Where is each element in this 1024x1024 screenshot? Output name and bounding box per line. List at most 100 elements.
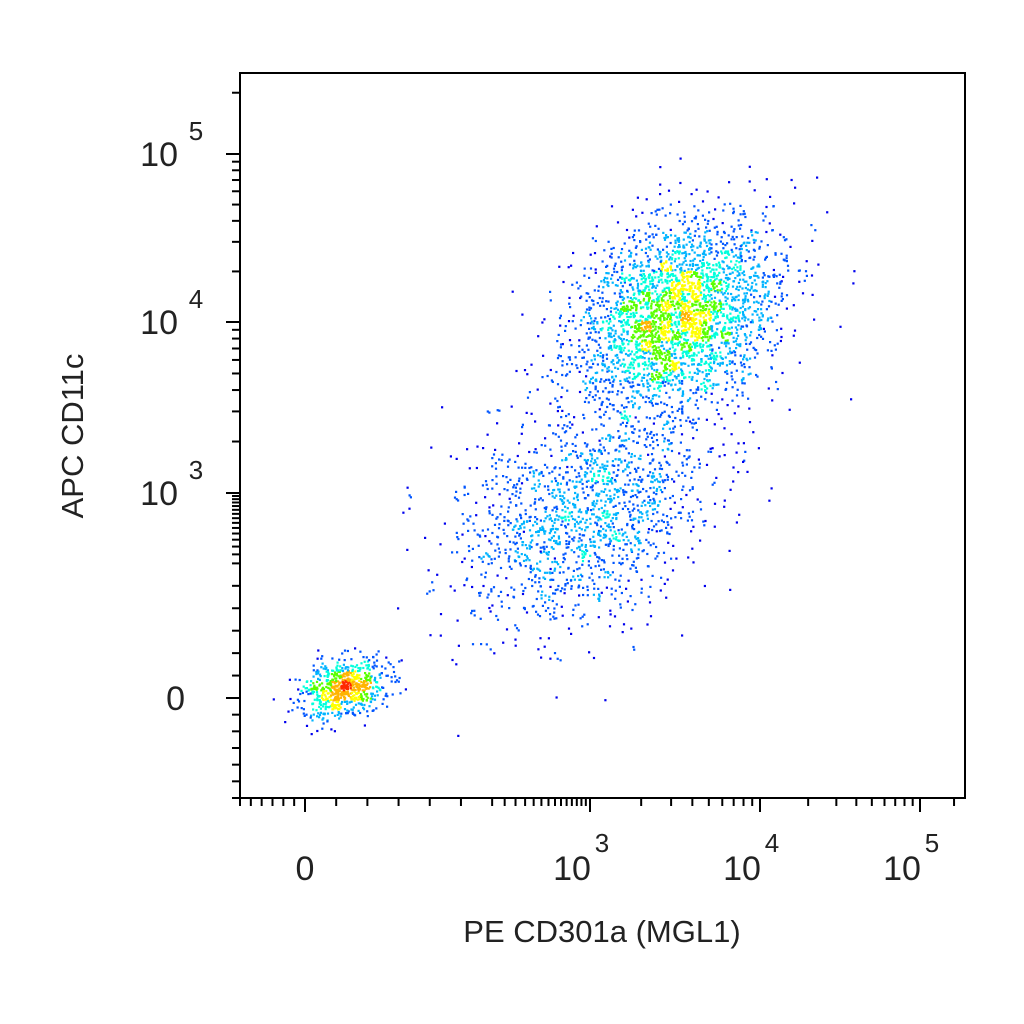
data-point (672, 274, 675, 277)
data-point (674, 274, 677, 277)
data-point (768, 499, 771, 502)
data-point (596, 524, 599, 527)
data-point (609, 529, 612, 532)
data-point (752, 238, 755, 241)
data-point (713, 282, 716, 285)
data-point (702, 520, 705, 523)
data-point (713, 273, 716, 276)
data-point (584, 545, 587, 548)
data-point (654, 557, 657, 560)
data-point (334, 697, 337, 700)
data-point (750, 287, 753, 290)
data-point (495, 614, 498, 618)
data-point (499, 590, 503, 593)
data-point (317, 649, 320, 652)
data-point (726, 264, 729, 267)
data-point (532, 524, 535, 527)
data-point (626, 305, 629, 309)
data-point (478, 592, 481, 595)
data-point (466, 577, 469, 580)
data-point (537, 479, 540, 482)
data-point (680, 287, 683, 290)
data-point (642, 383, 645, 386)
data-point (538, 498, 541, 501)
data-point (603, 365, 607, 368)
data-point (647, 528, 651, 531)
data-point (641, 211, 644, 214)
data-point (692, 343, 696, 346)
data-point (673, 296, 676, 299)
data-point (620, 445, 623, 448)
data-point (355, 692, 358, 695)
data-point (672, 330, 675, 333)
data-point (594, 553, 597, 556)
data-point (684, 325, 687, 329)
data-point (661, 479, 664, 482)
data-point (546, 466, 549, 469)
data-point (674, 342, 677, 345)
data-point (639, 302, 642, 305)
data-point (556, 383, 560, 386)
data-point (704, 299, 707, 302)
data-point (732, 340, 735, 343)
data-point (641, 339, 644, 342)
data-point (326, 669, 329, 672)
data-point (648, 258, 651, 261)
data-point (666, 461, 669, 465)
data-point (701, 305, 704, 308)
data-point (722, 247, 725, 250)
data-point (735, 236, 738, 239)
data-point (726, 278, 729, 281)
data-point (586, 322, 589, 325)
data-point (584, 521, 587, 524)
data-point (557, 537, 561, 540)
data-point (636, 287, 639, 290)
data-point (522, 589, 525, 593)
data-point (634, 305, 637, 308)
data-point (691, 510, 695, 513)
data-point (508, 497, 511, 500)
data-point (667, 325, 670, 328)
data-point (303, 699, 306, 703)
data-point (317, 670, 320, 673)
data-point (764, 282, 767, 285)
data-point (489, 610, 492, 613)
data-point (730, 225, 733, 228)
data-point (644, 364, 647, 367)
data-point (646, 552, 649, 556)
data-point (660, 300, 663, 303)
data-point (670, 305, 673, 308)
data-point (572, 251, 575, 255)
data-point (778, 286, 781, 289)
data-point (607, 515, 610, 518)
data-point (653, 316, 656, 320)
data-point (675, 377, 678, 380)
data-point (601, 478, 604, 482)
data-point (761, 285, 764, 288)
data-point (744, 297, 747, 300)
data-point (724, 256, 727, 260)
data-point (522, 559, 526, 562)
data-point (702, 343, 705, 346)
data-point (639, 542, 642, 545)
data-point (540, 656, 543, 659)
data-point (656, 555, 659, 558)
data-point (726, 297, 729, 300)
data-point (699, 281, 702, 285)
data-point (456, 536, 459, 539)
data-point (604, 571, 607, 574)
data-point (668, 532, 671, 536)
data-point (702, 274, 705, 277)
data-point (714, 310, 717, 313)
data-point (451, 551, 454, 554)
data-point (734, 307, 737, 310)
data-point (683, 269, 686, 272)
data-point (606, 277, 609, 280)
data-point (292, 701, 295, 704)
data-point (530, 363, 533, 366)
data-point (357, 667, 360, 670)
data-point (334, 705, 337, 709)
data-point (705, 361, 708, 365)
data-point (712, 362, 716, 365)
data-point (555, 540, 558, 543)
